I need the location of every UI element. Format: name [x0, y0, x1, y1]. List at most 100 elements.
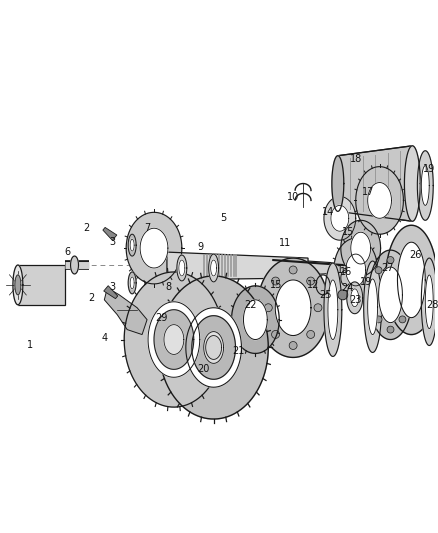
- Circle shape: [370, 292, 377, 298]
- Circle shape: [272, 277, 279, 285]
- Text: 6: 6: [64, 247, 71, 257]
- Text: 8: 8: [166, 282, 172, 292]
- Circle shape: [399, 316, 406, 323]
- Circle shape: [375, 266, 382, 274]
- Polygon shape: [177, 255, 187, 281]
- Text: 15: 15: [342, 227, 354, 237]
- Polygon shape: [351, 232, 371, 264]
- Polygon shape: [232, 286, 279, 353]
- Polygon shape: [128, 272, 136, 294]
- Text: 20: 20: [198, 365, 210, 374]
- Polygon shape: [334, 238, 378, 302]
- Polygon shape: [338, 146, 412, 221]
- Text: 15: 15: [270, 280, 283, 290]
- Polygon shape: [148, 302, 200, 377]
- Polygon shape: [308, 261, 338, 275]
- Circle shape: [289, 342, 297, 350]
- Text: 2: 2: [88, 293, 95, 303]
- Polygon shape: [206, 336, 222, 359]
- Text: 21: 21: [232, 346, 245, 357]
- Polygon shape: [367, 279, 378, 335]
- Polygon shape: [204, 332, 223, 364]
- Polygon shape: [369, 250, 412, 340]
- Circle shape: [272, 330, 279, 338]
- Polygon shape: [421, 258, 437, 345]
- Polygon shape: [275, 280, 311, 336]
- Circle shape: [307, 277, 314, 285]
- Text: 11: 11: [279, 238, 291, 248]
- Polygon shape: [104, 288, 147, 335]
- Text: 22: 22: [244, 300, 257, 310]
- Text: 2: 2: [83, 223, 90, 233]
- Polygon shape: [356, 167, 403, 234]
- Text: 19: 19: [423, 164, 435, 174]
- Text: 29: 29: [155, 313, 167, 322]
- Text: 17: 17: [361, 188, 374, 197]
- Polygon shape: [128, 234, 136, 256]
- Polygon shape: [103, 228, 117, 240]
- Text: 5: 5: [220, 213, 227, 223]
- Text: 19: 19: [360, 277, 372, 287]
- Text: 23: 23: [350, 295, 362, 305]
- Polygon shape: [130, 277, 134, 289]
- Text: 3: 3: [109, 237, 115, 247]
- Polygon shape: [397, 242, 425, 318]
- Polygon shape: [126, 212, 182, 284]
- Polygon shape: [367, 182, 392, 219]
- Polygon shape: [421, 166, 429, 205]
- Circle shape: [387, 256, 394, 263]
- Circle shape: [399, 266, 406, 274]
- Polygon shape: [324, 263, 342, 357]
- Text: 10: 10: [287, 192, 299, 203]
- Text: 16: 16: [339, 267, 352, 277]
- Text: 28: 28: [426, 300, 438, 310]
- Polygon shape: [364, 261, 381, 352]
- Text: 1: 1: [27, 340, 33, 350]
- Text: 25: 25: [320, 290, 332, 300]
- Polygon shape: [164, 325, 184, 354]
- Polygon shape: [15, 275, 21, 295]
- Polygon shape: [347, 282, 363, 314]
- Polygon shape: [167, 252, 308, 280]
- Polygon shape: [324, 197, 356, 240]
- Text: 4: 4: [101, 333, 107, 343]
- Circle shape: [404, 292, 411, 298]
- Polygon shape: [244, 300, 267, 340]
- Text: 14: 14: [322, 207, 334, 217]
- Polygon shape: [18, 265, 64, 305]
- Text: 12: 12: [307, 280, 319, 290]
- Polygon shape: [13, 265, 23, 305]
- Circle shape: [307, 330, 314, 338]
- Polygon shape: [351, 289, 359, 307]
- Polygon shape: [192, 316, 236, 379]
- Text: 18: 18: [350, 154, 362, 164]
- Polygon shape: [425, 275, 433, 329]
- Text: 7: 7: [144, 223, 150, 233]
- Polygon shape: [417, 151, 433, 220]
- Circle shape: [375, 316, 382, 323]
- Polygon shape: [385, 225, 437, 335]
- Circle shape: [314, 304, 322, 312]
- Polygon shape: [211, 260, 217, 276]
- Circle shape: [338, 290, 348, 300]
- Text: 13: 13: [337, 265, 349, 275]
- Polygon shape: [159, 276, 268, 419]
- Polygon shape: [332, 156, 344, 212]
- Polygon shape: [378, 267, 403, 322]
- Polygon shape: [328, 280, 338, 340]
- Text: 27: 27: [381, 263, 394, 273]
- Circle shape: [264, 304, 272, 312]
- Polygon shape: [104, 286, 118, 298]
- Polygon shape: [341, 220, 381, 276]
- Polygon shape: [258, 258, 329, 358]
- Polygon shape: [130, 239, 134, 251]
- Polygon shape: [331, 205, 349, 231]
- Text: 3: 3: [109, 282, 115, 292]
- Polygon shape: [179, 260, 185, 276]
- Polygon shape: [124, 272, 223, 407]
- Circle shape: [289, 266, 297, 274]
- Polygon shape: [404, 146, 420, 221]
- Text: 9: 9: [198, 242, 204, 252]
- Circle shape: [387, 326, 394, 333]
- Text: 24: 24: [342, 283, 354, 293]
